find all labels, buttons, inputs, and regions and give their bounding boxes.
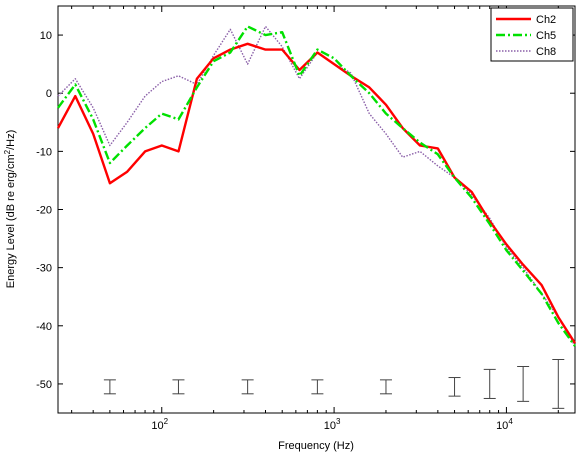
y-axis-label-main: Energy Level (dB re erg/cm — [5, 154, 17, 288]
x-tick-label-exponent: 2 — [164, 417, 169, 426]
legend-label-ch5: Ch5 — [536, 30, 556, 42]
error-bars — [103, 359, 565, 409]
x-tick-label-exponent: 4 — [508, 417, 513, 426]
x-tick-label: 103 — [324, 417, 341, 432]
x-tick-label-exponent: 3 — [336, 417, 341, 426]
y-tick-label: 0 — [46, 88, 52, 100]
error-bar — [517, 365, 530, 402]
x-tick-label: 104 — [496, 417, 513, 432]
error-bar — [552, 359, 565, 409]
x-tick-label: 102 — [151, 417, 168, 432]
legend: Ch2 Ch5 Ch8 — [490, 7, 574, 62]
y-tick-label: -40 — [36, 321, 52, 333]
legend-label-ch2: Ch2 — [536, 14, 556, 26]
error-bar — [172, 379, 185, 395]
y-axis-label: Energy Level (dB re erg/cm2/Hz) — [3, 130, 17, 289]
x-tick-label-base: 10 — [496, 420, 508, 432]
error-bar — [483, 368, 496, 399]
x-tick-label-base: 10 — [151, 420, 163, 432]
plot-frame — [57, 5, 576, 414]
y-tick-label: 10 — [40, 30, 52, 42]
y-axis-ticks: 10 0 -10 -20 -30 -40 -50 — [36, 30, 575, 391]
y-tick-label: -50 — [36, 379, 52, 391]
x-tick-label-base: 10 — [324, 420, 336, 432]
y-axis-label-tail: /Hz) — [5, 130, 17, 150]
x-axis-label: Frequency (Hz) — [278, 440, 354, 452]
legend-label-ch8: Ch8 — [536, 46, 556, 58]
error-bar — [448, 377, 461, 397]
error-bar — [103, 379, 116, 395]
y-axis-label-superscript: 2 — [3, 149, 12, 154]
error-bar — [379, 379, 392, 395]
x-axis-ticks: 102 103 104 — [71, 6, 559, 432]
error-bar — [311, 379, 324, 395]
y-tick-label: -30 — [36, 263, 52, 275]
y-tick-label: -20 — [36, 205, 52, 217]
series-line-ch2 — [56, 42, 577, 344]
y-tick-label: -10 — [36, 146, 52, 158]
series-lines — [56, 25, 577, 347]
error-bar — [241, 379, 254, 395]
series-line-ch5 — [57, 25, 576, 347]
